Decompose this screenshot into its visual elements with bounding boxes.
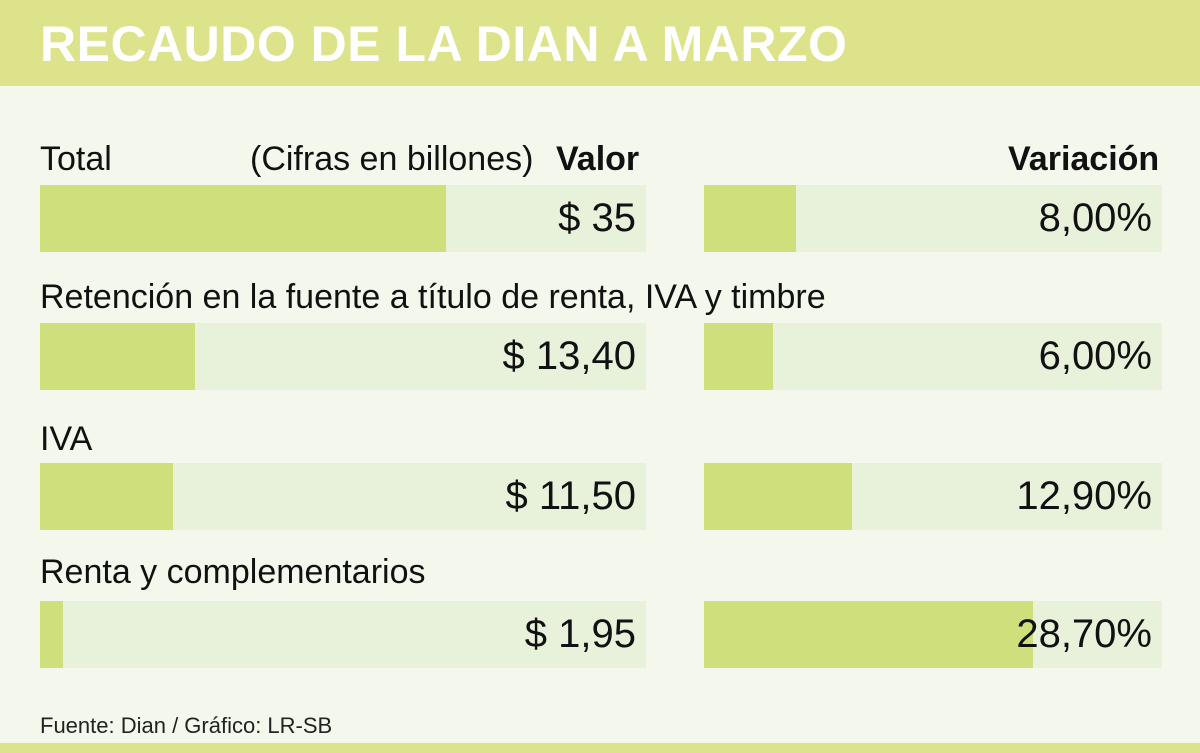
value-bar-2 xyxy=(40,463,174,530)
change-bar-3 xyxy=(704,601,1033,668)
title-banner: RECAUDO DE LA DIAN A MARZO xyxy=(0,0,1200,86)
change-bar-2 xyxy=(704,463,852,530)
value-label-1: $ 13,40 xyxy=(502,334,636,378)
change-bar-track-2: 12,90% xyxy=(704,463,1162,530)
change-bar-0 xyxy=(704,185,796,252)
value-label-3: $ 1,95 xyxy=(524,612,636,656)
value-bar-track-3: $ 1,95 xyxy=(40,601,646,668)
chart-title: RECAUDO DE LA DIAN A MARZO xyxy=(40,16,848,72)
change-header: Variación xyxy=(1008,140,1160,178)
value-bar-track-0: $ 35 xyxy=(40,185,646,252)
source-note: Fuente: Dian / Gráfico: LR-SB xyxy=(40,713,333,738)
value-bar-track-2: $ 11,50 xyxy=(40,463,646,530)
value-label-0: $ 35 xyxy=(558,196,636,240)
change-bar-track-0: 8,00% xyxy=(704,185,1162,252)
units-note: (Cifras en billones) xyxy=(250,140,534,178)
value-header: Valor xyxy=(556,140,640,178)
row-label-0: Total xyxy=(40,140,112,178)
change-label-3: 28,70% xyxy=(1016,612,1152,656)
value-bar-3 xyxy=(40,601,63,668)
value-label-2: $ 11,50 xyxy=(505,474,637,518)
footer-rule xyxy=(0,743,1200,753)
row-label-3: Renta y complementarios xyxy=(40,553,426,591)
row-label-1: Retención en la fuente a título de renta… xyxy=(40,278,826,316)
change-label-2: 12,90% xyxy=(1016,474,1152,518)
change-bar-1 xyxy=(704,323,773,390)
change-bar-track-3: 28,70% xyxy=(704,601,1162,668)
row-label-2: IVA xyxy=(40,420,93,458)
change-bar-track-1: 6,00% xyxy=(704,323,1162,390)
value-bar-0 xyxy=(40,185,446,252)
change-label-0: 8,00% xyxy=(1038,196,1152,240)
value-bar-1 xyxy=(40,323,196,390)
change-label-1: 6,00% xyxy=(1038,334,1152,378)
value-bar-track-1: $ 13,40 xyxy=(40,323,646,390)
